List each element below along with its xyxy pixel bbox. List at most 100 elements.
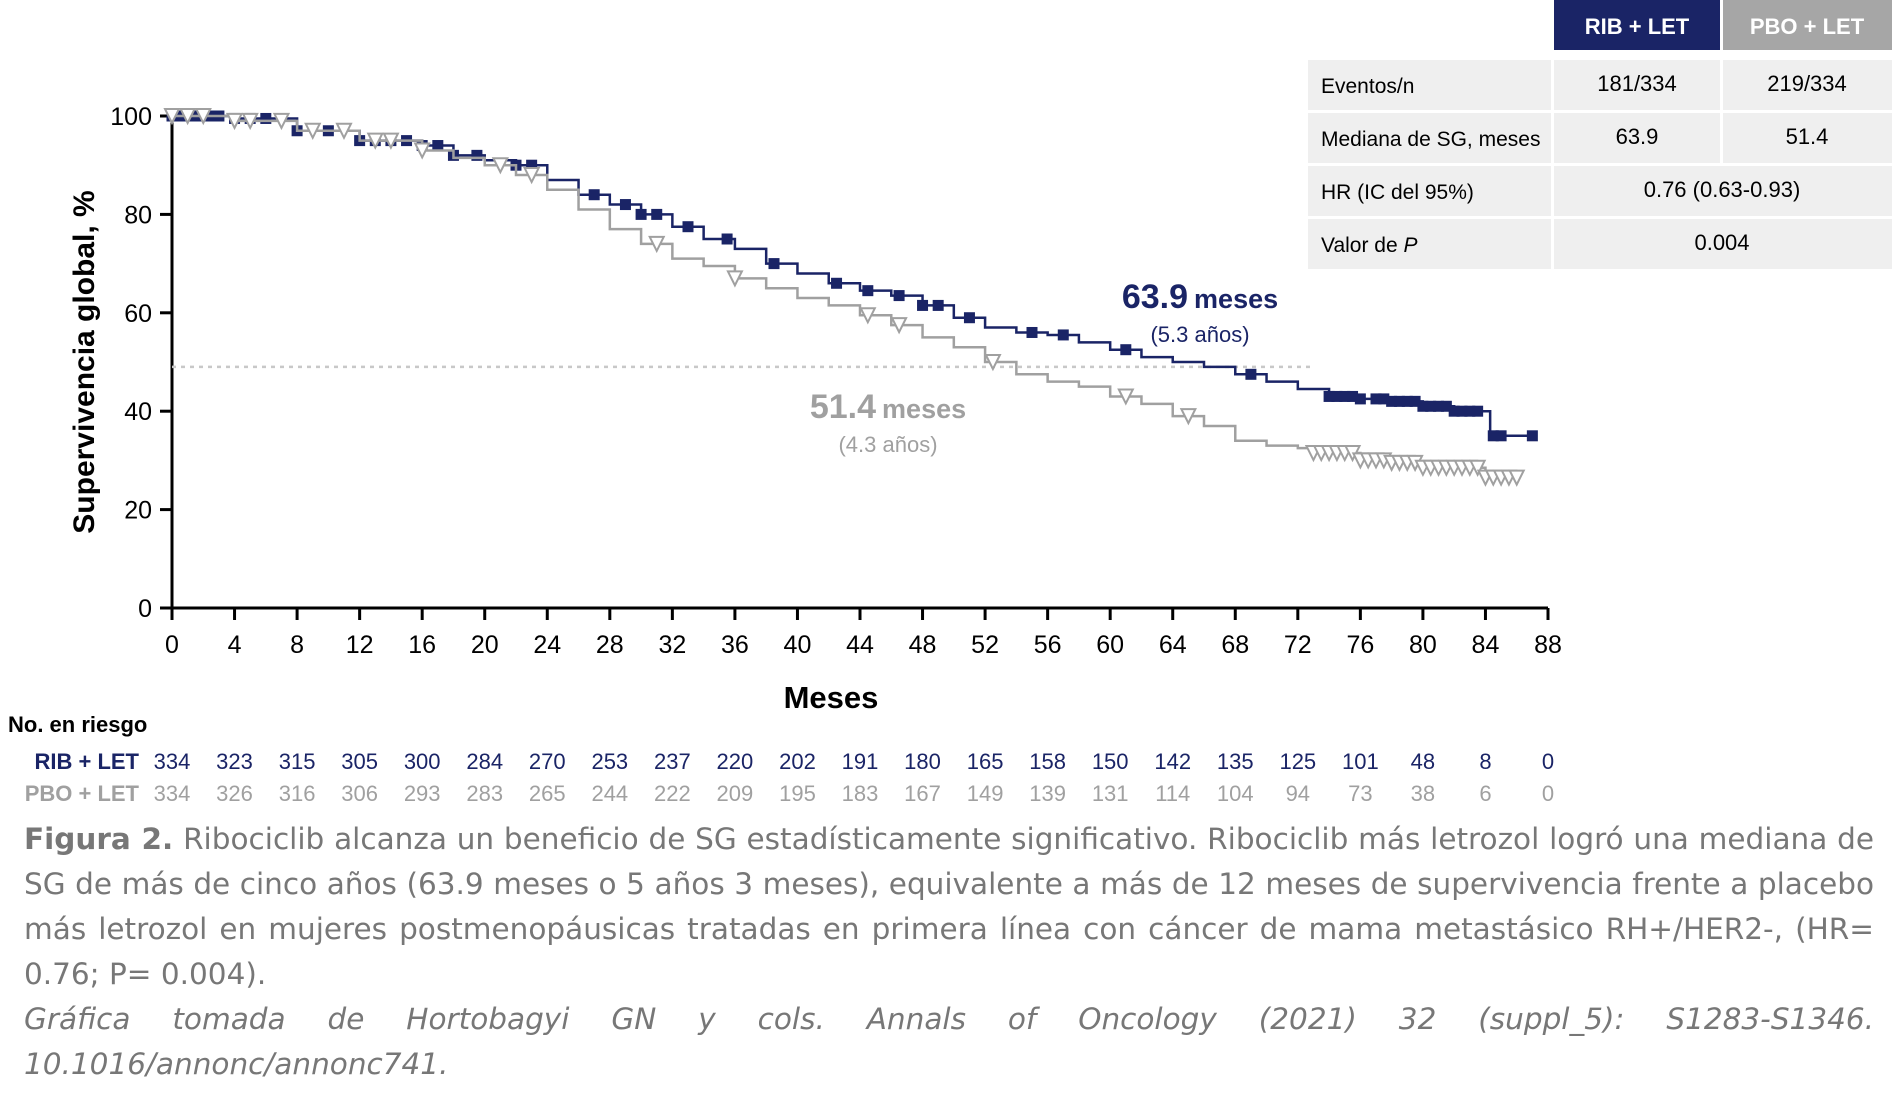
risk-value-rib: 323 [216, 749, 253, 774]
risk-table-title: No. en riesgo [8, 712, 147, 737]
summary-row-2-label-cell [1308, 113, 1551, 163]
censor-marker-pbo [413, 142, 431, 160]
censor-marker-rib [917, 299, 929, 311]
summary-row-1-label: Eventos/n [1321, 75, 1414, 98]
risk-value-rib: 253 [591, 749, 628, 774]
risk-value-rib: 48 [1411, 749, 1435, 774]
censor-marker-rib [1495, 430, 1507, 442]
censor-marker-rib [831, 277, 843, 289]
x-tick-label: 52 [971, 631, 999, 659]
censor-marker-pbo [890, 317, 908, 335]
censor-marker-rib [1026, 326, 1038, 338]
summary-row-2-cell-rib [1554, 113, 1720, 163]
summary-row-1-cell-rib [1554, 60, 1720, 110]
risk-value-rib: 180 [904, 749, 941, 774]
y-tick-label: 60 [124, 300, 152, 328]
censor-marker-pbo [1179, 408, 1197, 426]
x-tick-label: 72 [1284, 631, 1312, 659]
summary-header-pbo-text: PBO + LET [1750, 14, 1865, 39]
summary-row-2-label: Mediana de SG, meses [1321, 128, 1540, 151]
censor-marker-pbo [163, 108, 181, 126]
annotation-pbo-value: 51.4 [810, 388, 876, 426]
censor-marker-rib [1433, 400, 1445, 412]
x-tick-label: 4 [228, 631, 242, 659]
censor-marker-pbo [304, 122, 322, 140]
x-tick-label: 88 [1534, 631, 1562, 659]
censor-marker-rib [1378, 393, 1390, 405]
censor-marker-pbo [1117, 388, 1135, 406]
risk-value-pbo: 38 [1411, 781, 1435, 806]
y-axis-title: Supervivencia global, % [68, 190, 101, 533]
risk-value-rib: 334 [154, 749, 191, 774]
summary-row-3-label-cell [1308, 166, 1551, 216]
x-tick-label: 76 [1346, 631, 1374, 659]
censor-marker-rib [1401, 395, 1413, 407]
censor-marker-pbo [366, 132, 384, 150]
censor-marker-pbo [241, 112, 259, 131]
risk-value-pbo: 326 [216, 781, 253, 806]
censor-marker-rib [619, 199, 631, 211]
x-tick-label: 44 [846, 631, 874, 659]
risk-value-rib: 0 [1542, 749, 1554, 774]
risk-value-pbo: 104 [1217, 781, 1254, 806]
censor-marker-rib [526, 159, 538, 171]
summary-row-3-value: 0.76 (0.63-0.93) [1644, 177, 1801, 202]
risk-value-pbo: 316 [279, 781, 316, 806]
censor-marker-pbo [382, 132, 400, 150]
x-axis-title: Meses [784, 680, 879, 715]
censor-marker-rib [1347, 390, 1359, 402]
y-axis-ticks: 0 20 40 60 80 100 [110, 103, 172, 623]
censor-marker-rib [1331, 390, 1343, 402]
censor-marker-pbo [859, 307, 877, 325]
risk-value-rib: 150 [1092, 749, 1129, 774]
censor-marker-pbo [523, 167, 541, 185]
x-tick-label: 8 [290, 631, 304, 659]
risk-value-rib: 202 [779, 749, 816, 774]
y-tick-label: 100 [110, 103, 152, 131]
svg-text:Valor de P: Valor de P [1321, 234, 1418, 257]
x-tick-label: 12 [346, 631, 374, 659]
risk-value-rib: 142 [1154, 749, 1191, 774]
x-tick-label: 24 [533, 631, 561, 659]
risk-value-pbo: 195 [779, 781, 816, 806]
x-tick-label: 60 [1096, 631, 1124, 659]
annotation-pbo-unit: meses [882, 394, 966, 424]
censor-marker-rib [963, 312, 975, 324]
risk-value-pbo: 183 [842, 781, 879, 806]
risk-value-pbo: 293 [404, 781, 441, 806]
risk-row-label-rib: RIB + LET [34, 749, 139, 774]
censor-marker-rib [260, 112, 272, 124]
annotation-pbo: 51.4 meses (4.3 años) [810, 388, 966, 457]
series-line-pbo [172, 114, 1517, 479]
x-tick-label: 28 [596, 631, 624, 659]
censor-marker-rib [1323, 390, 1335, 402]
censor-marker-pbo [225, 112, 244, 131]
x-tick-label: 36 [721, 631, 749, 659]
annotation-rib-sub: (5.3 años) [1150, 322, 1249, 347]
censor-marker-rib [721, 233, 733, 245]
censor-marker-rib [1464, 405, 1476, 417]
survival-curves [163, 108, 1538, 487]
risk-row-label-pbo: PBO + LET [25, 781, 140, 806]
x-tick-label: 48 [909, 631, 937, 659]
risk-value-pbo: 209 [717, 781, 754, 806]
risk-value-rib: 165 [967, 749, 1004, 774]
summary-row-3-value-cell [1554, 166, 1892, 216]
risk-value-rib: 101 [1342, 749, 1379, 774]
censor-marker-rib [471, 149, 483, 161]
summary-header-rib [1554, 0, 1720, 50]
censor-marker-rib [635, 208, 647, 220]
censor-marker-rib [1456, 405, 1468, 417]
risk-value-pbo: 306 [341, 781, 378, 806]
summary-row-4-label: Valor de [1321, 234, 1404, 257]
censor-marker-rib [1245, 368, 1257, 380]
censor-marker-rib [932, 299, 944, 311]
x-tick-label: 84 [1472, 631, 1500, 659]
censor-marker-rib [1472, 405, 1484, 417]
risk-value-pbo: 265 [529, 781, 566, 806]
censor-marker-rib [1393, 395, 1405, 407]
x-tick-label: 80 [1409, 631, 1437, 659]
